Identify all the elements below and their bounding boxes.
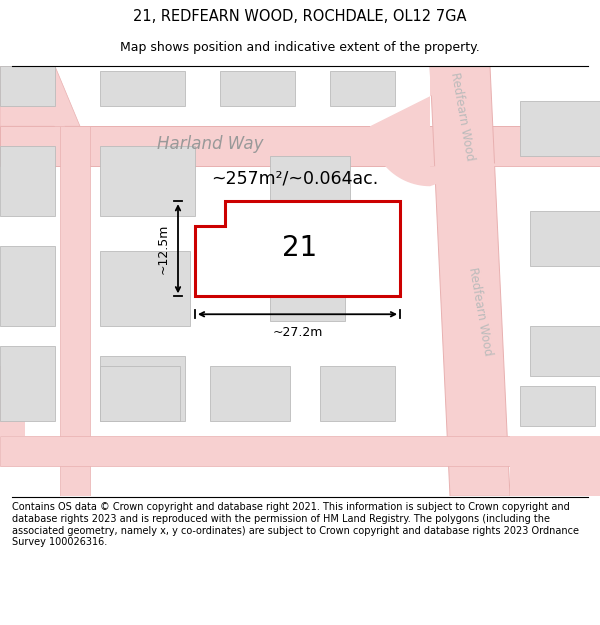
- Bar: [0, 66, 55, 106]
- Text: 21, REDFEARN WOOD, ROCHDALE, OL12 7GA: 21, REDFEARN WOOD, ROCHDALE, OL12 7GA: [133, 9, 467, 24]
- Text: Harland Way: Harland Way: [157, 135, 263, 153]
- Bar: [320, 366, 395, 421]
- Polygon shape: [510, 436, 600, 496]
- Bar: [330, 71, 395, 106]
- Text: ~27.2m: ~27.2m: [272, 326, 323, 339]
- Bar: [530, 326, 600, 376]
- Bar: [0, 146, 55, 216]
- Bar: [100, 251, 190, 326]
- Bar: [100, 356, 185, 421]
- Bar: [530, 211, 600, 266]
- Bar: [270, 156, 350, 216]
- Text: Redfearn Wood: Redfearn Wood: [448, 71, 476, 161]
- Polygon shape: [430, 66, 510, 496]
- Polygon shape: [195, 201, 400, 296]
- Polygon shape: [370, 66, 600, 186]
- Bar: [520, 386, 595, 426]
- Text: Redfearn Wood: Redfearn Wood: [466, 266, 494, 356]
- Polygon shape: [0, 66, 65, 126]
- Bar: [0, 346, 55, 421]
- Text: 21: 21: [283, 234, 317, 262]
- Bar: [210, 366, 290, 421]
- Text: Contains OS data © Crown copyright and database right 2021. This information is : Contains OS data © Crown copyright and d…: [12, 503, 579, 548]
- Polygon shape: [60, 126, 90, 496]
- Text: ~257m²/~0.064ac.: ~257m²/~0.064ac.: [211, 169, 379, 187]
- Polygon shape: [0, 126, 600, 166]
- Bar: [0, 246, 55, 326]
- Polygon shape: [0, 366, 25, 436]
- Bar: [520, 101, 600, 156]
- Bar: [100, 366, 180, 421]
- Bar: [270, 256, 345, 321]
- Bar: [220, 71, 295, 106]
- Text: ~12.5m: ~12.5m: [157, 224, 170, 274]
- Text: Map shows position and indicative extent of the property.: Map shows position and indicative extent…: [120, 41, 480, 54]
- Polygon shape: [0, 66, 80, 126]
- Bar: [100, 71, 185, 106]
- Polygon shape: [0, 436, 600, 466]
- Bar: [100, 146, 195, 216]
